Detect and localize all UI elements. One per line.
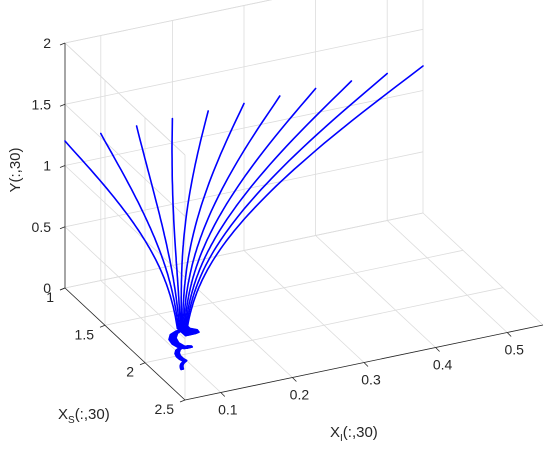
floor-grid-x <box>172 265 293 378</box>
left-wall-grid-z <box>64 104 186 217</box>
curves-layer <box>64 65 424 371</box>
back-wall-grid-z <box>64 28 424 105</box>
y-axis-line <box>64 287 186 401</box>
z-tick-label: 1 <box>43 158 51 174</box>
y-tick-label: 1 <box>46 289 54 305</box>
x-tick-label: 0.1 <box>218 402 238 418</box>
axis-layer <box>59 42 544 403</box>
z-tick-label: 0 <box>43 280 51 296</box>
floor-grid-x <box>243 250 365 363</box>
trajectory-line <box>175 65 424 370</box>
back-wall-grid-z <box>64 90 424 166</box>
z-tick-label: 2 <box>43 35 51 51</box>
floor-grid-y <box>64 212 424 289</box>
x-tick-mark <box>506 332 512 337</box>
z-tick-label: 0.5 <box>32 219 52 235</box>
z-axis-label: Y(:,30) <box>7 147 24 192</box>
x-tick-label: 0.2 <box>290 387 310 403</box>
z-tick-mark <box>59 103 66 107</box>
box-edge <box>64 0 273 44</box>
x-axis-label-sub: I <box>340 433 343 444</box>
z-tick-mark <box>59 165 66 168</box>
z-tick-mark <box>59 287 66 291</box>
x-tick-mark <box>292 377 297 382</box>
y-tick-mark <box>139 362 146 366</box>
box-edge <box>64 42 186 156</box>
back-wall-grid-z <box>64 151 424 228</box>
y-tick-mark <box>179 399 186 403</box>
x-tick-label: 0.3 <box>361 372 381 388</box>
x-axis-label-main: X <box>330 424 340 441</box>
x-tick-mark <box>435 347 440 352</box>
y-tick-label: 2.5 <box>155 401 175 417</box>
x-tick-label: 0.5 <box>504 342 524 358</box>
y-axis-label: XS(:,30) <box>58 406 110 426</box>
tick-labels-layer: 0.1 0.2 0.3 0.4 0.5 1 1.5 2 2.5 0 0.5 1 1.5 2 <box>32 35 525 418</box>
floor-grid-y <box>144 287 504 364</box>
x-axis-label-rest: (:,30) <box>343 424 378 441</box>
x-tick-mark <box>220 392 226 397</box>
y-axis-label-main: X <box>58 406 68 423</box>
y-axis-label-rest: (:,30) <box>75 406 110 423</box>
z-tick-mark <box>59 42 66 46</box>
left-wall-grid-z <box>64 165 186 278</box>
y-tick-mark <box>99 324 106 328</box>
floor-grid-y <box>104 249 464 326</box>
x-tick-label: 0.4 <box>433 357 453 373</box>
z-tick-label: 1.5 <box>32 96 52 112</box>
floor-grid-x <box>315 235 436 348</box>
z-tick-mark <box>59 226 66 230</box>
floor-grid-x <box>386 220 508 333</box>
box-edge <box>422 212 544 326</box>
floor-grid-x <box>100 280 222 393</box>
y-axis-label-sub: S <box>68 415 75 426</box>
x-axis-label: XI(:,30) <box>330 424 378 444</box>
left-wall-grid-z <box>64 226 186 340</box>
y-tick-label: 2 <box>126 364 134 380</box>
y-tick-label: 1.5 <box>75 326 95 342</box>
x-tick-mark <box>363 362 369 367</box>
